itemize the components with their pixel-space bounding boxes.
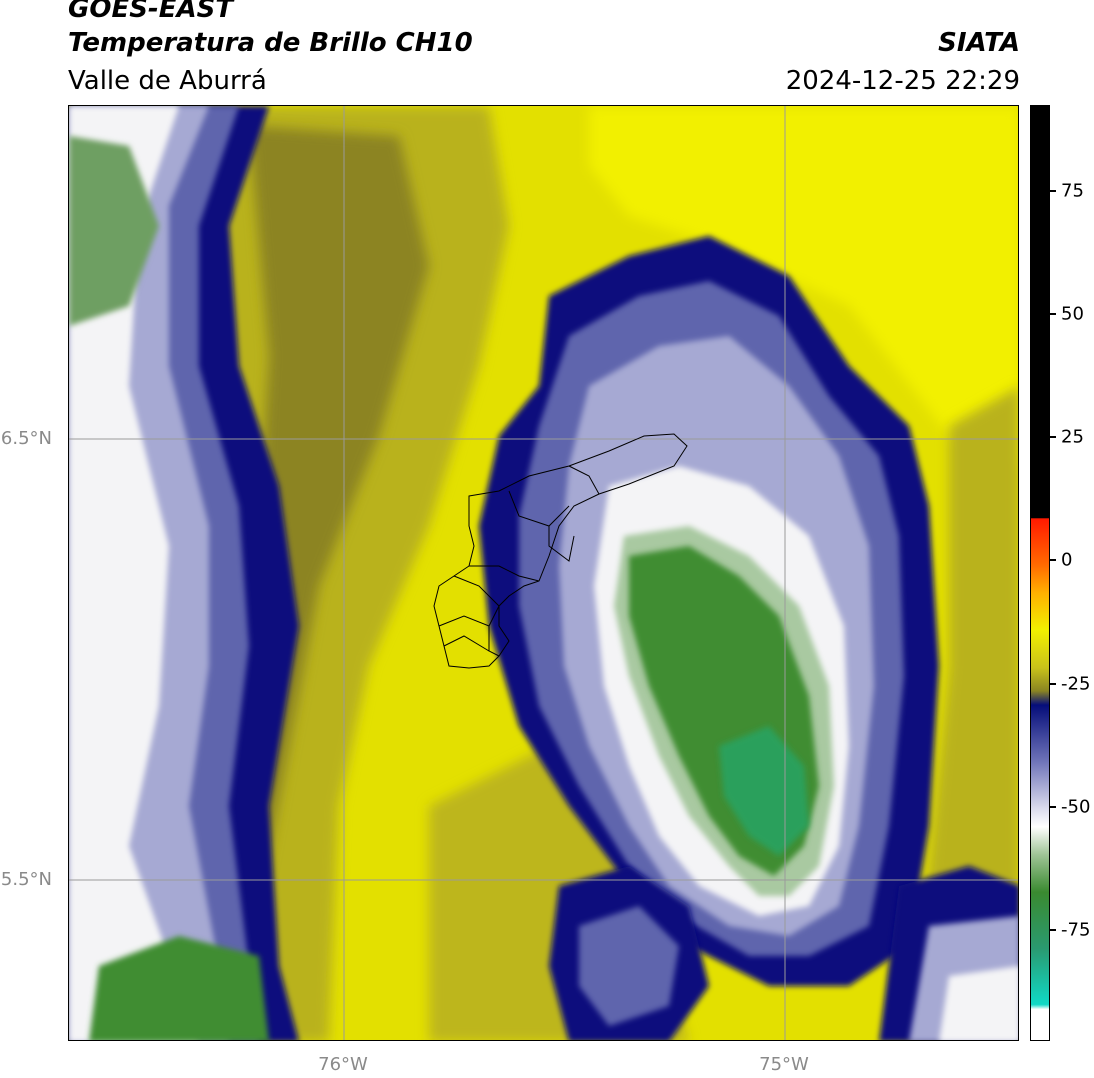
colorbar-label-0: 0 — [1061, 549, 1073, 571]
cloud-lower-center-inner — [579, 906, 679, 1026]
colorbar-tick — [1050, 313, 1056, 315]
cloud-left-white — [69, 106, 199, 1040]
lon-label-75w: 75°W — [759, 1054, 809, 1075]
colorbar-label-minus-75: -75 — [1061, 919, 1091, 941]
cloud-left-green-bottom — [89, 936, 269, 1040]
colorbar-tick — [1050, 929, 1056, 931]
boundary-5 — [438, 605, 500, 627]
map-canvas — [69, 106, 1018, 1040]
colorbar-tick — [1050, 559, 1056, 561]
storm-teal-core — [719, 726, 809, 856]
bright-yellow-area — [589, 106, 1018, 466]
colorbar-label-minus-25: -25 — [1061, 673, 1091, 695]
lat-label-6-5n: 6.5°N — [0, 428, 52, 449]
boundary-7 — [443, 635, 490, 652]
region-subtitle: Valle de Aburrá — [68, 66, 267, 96]
cloud-lower-right-white — [939, 966, 1018, 1040]
temperature-colorbar — [1030, 105, 1050, 1041]
colorbar-gradient — [1031, 106, 1049, 1040]
satellite-map[interactable] — [68, 105, 1019, 1041]
colorbar-tick — [1050, 683, 1056, 685]
satellite-title: GOES-EAST — [68, 0, 234, 24]
colorbar-label-75: 75 — [1061, 180, 1084, 202]
boundary-2 — [548, 526, 575, 562]
product-title: Temperatura de Brillo CH10 — [68, 28, 473, 58]
valley-outline — [433, 433, 688, 669]
colorbar-tick — [1050, 190, 1056, 192]
boundary-3 — [469, 565, 540, 582]
boundary-1 — [508, 490, 570, 527]
cloud-left-green-top — [69, 136, 159, 326]
boundary-8 — [568, 465, 600, 495]
lat-label-5-5n: 5.5°N — [0, 869, 52, 890]
brand-label: SIATA — [938, 28, 1020, 58]
colorbar-tick — [1050, 436, 1056, 438]
lon-label-76w: 76°W — [318, 1054, 368, 1075]
boundary-4 — [453, 575, 500, 607]
colorbar-label-minus-50: -50 — [1061, 796, 1091, 818]
colorbar-tick — [1050, 806, 1056, 808]
datetime-label: 2024-12-25 22:29 — [785, 66, 1020, 96]
municipal-boundaries — [433, 433, 688, 669]
colorbar-label-25: 25 — [1061, 426, 1084, 448]
colorbar-label-50: 50 — [1061, 303, 1084, 325]
